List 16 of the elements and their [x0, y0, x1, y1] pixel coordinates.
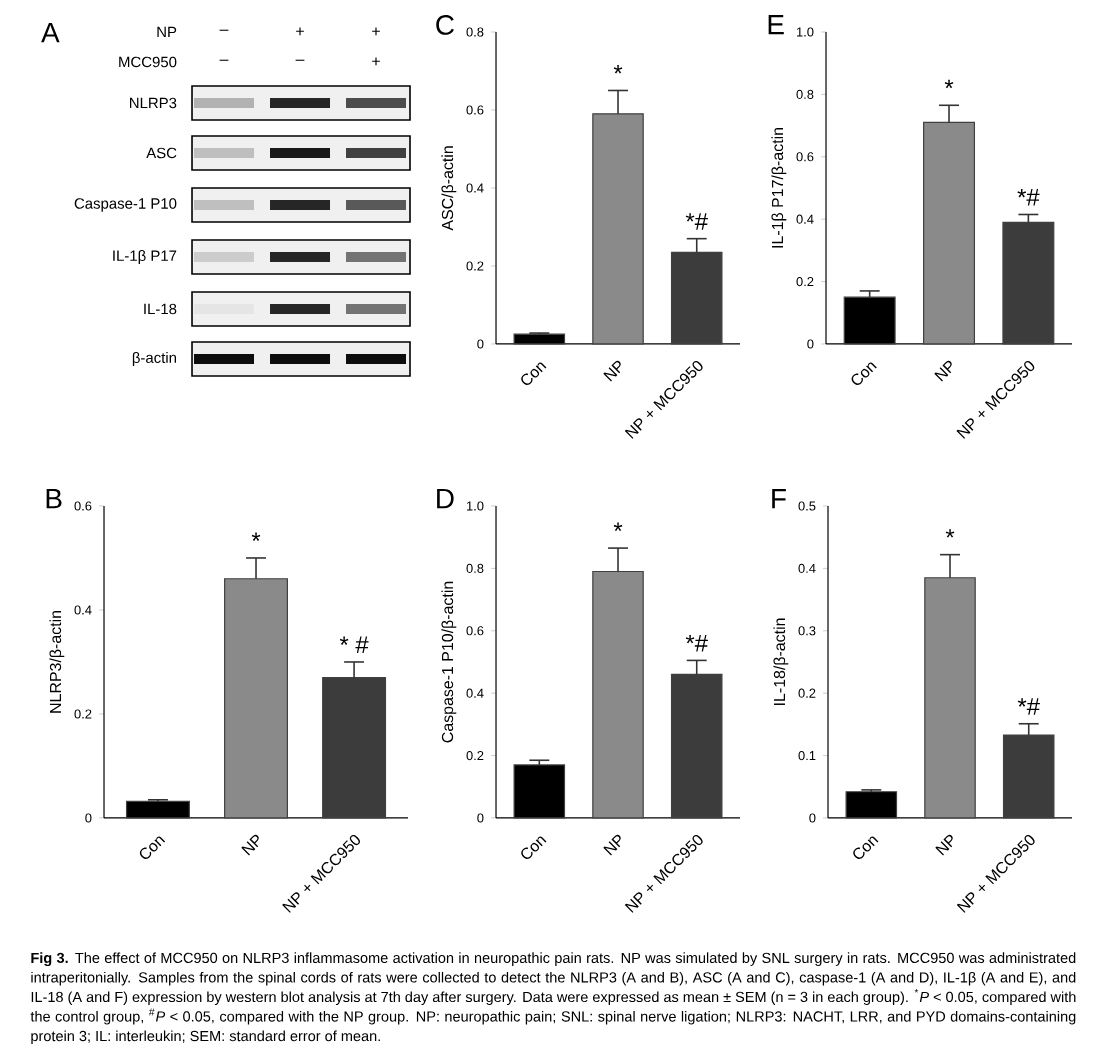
annotation: *#	[685, 634, 708, 652]
annotation: *	[945, 529, 955, 538]
chart-title: D	[437, 489, 454, 509]
annotation: * #	[339, 636, 369, 653]
chart-title: B	[46, 489, 62, 509]
chart-title: F	[772, 489, 786, 509]
annotation: *#	[685, 213, 708, 230]
annotation: *	[613, 522, 623, 531]
chart-title: C	[436, 15, 454, 35]
annotation: *	[251, 532, 261, 541]
chart-title: E	[768, 15, 784, 35]
annotation: *	[613, 65, 623, 74]
text: A	[41, 23, 60, 43]
annotation: *#	[1017, 698, 1040, 715]
annotation: *#	[1017, 189, 1040, 206]
annotation: *	[944, 79, 954, 89]
